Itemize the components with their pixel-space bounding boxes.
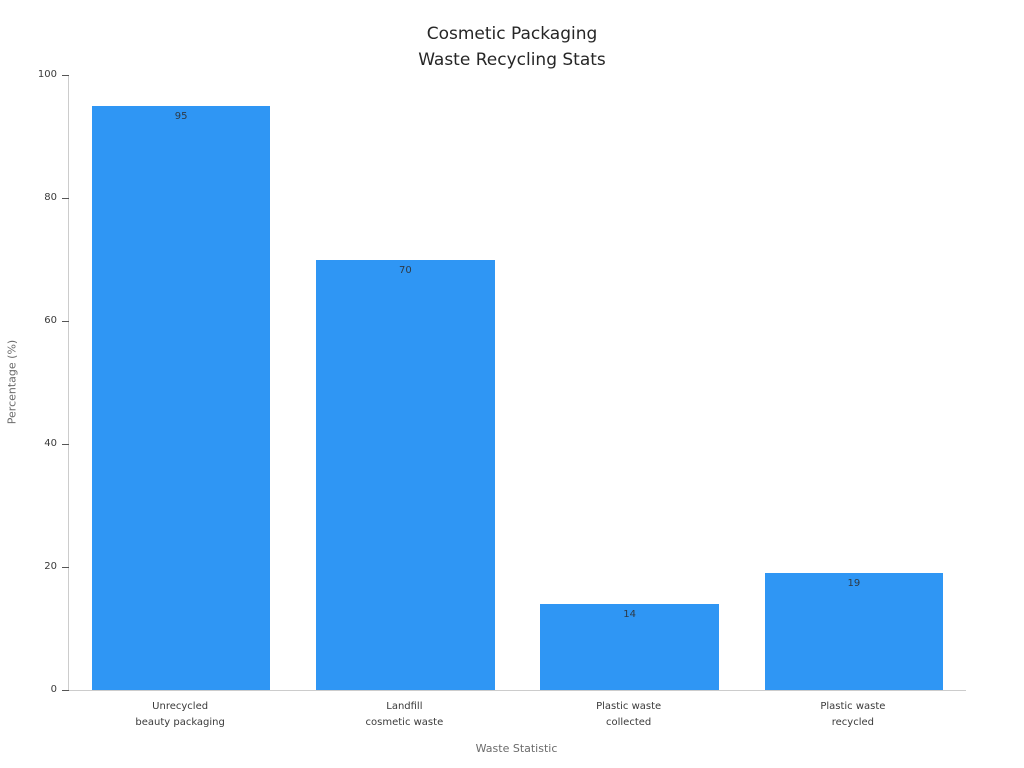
- y-axis-label: Percentage (%): [5, 339, 19, 425]
- y-tick-mark: [62, 74, 69, 76]
- y-tick-label: 40: [44, 438, 57, 449]
- x-tick-label: Plastic waste recycled: [820, 701, 886, 728]
- bar-value-label: 95: [174, 110, 188, 122]
- y-tick-mark: [62, 689, 69, 691]
- x-tick-label: Unrecycled beauty packaging: [135, 701, 225, 728]
- x-tick-labels: Unrecycled beauty packaging Landfill cosm…: [68, 699, 965, 739]
- y-tick-mark: [62, 320, 69, 322]
- bar-value-label: 14: [623, 608, 636, 620]
- plot-area: 0 20 40 60 80 100 95 70 14 19: [38, 69, 966, 695]
- y-tick-mark: [62, 566, 69, 568]
- bar-value-label: 19: [847, 578, 861, 590]
- bar-value-label: 70: [399, 264, 412, 276]
- x-tick-label: Plastic waste collected: [596, 701, 662, 728]
- bar: 14: [540, 603, 719, 690]
- y-tick-mark: [62, 197, 69, 199]
- x-tick-label: Landfill cosmetic waste: [365, 701, 444, 728]
- chart-title-line-2: Waste Recycling Stats: [418, 50, 606, 70]
- y-tick-label: 80: [44, 192, 57, 203]
- chart-title-line-1: Cosmetic Packaging: [426, 24, 598, 44]
- x-axis-label: Waste Statistic: [475, 742, 558, 755]
- y-tick-mark: [62, 443, 69, 445]
- bar: 95: [91, 105, 271, 690]
- chart-title: Cosmetic Packaging Waste Recycling Stats: [0, 21, 1024, 73]
- y-tick-label: 60: [44, 315, 57, 326]
- y-tick-label: 20: [44, 561, 57, 572]
- bar: 19: [764, 573, 943, 690]
- bar: 70: [316, 259, 495, 690]
- y-tick-label: 0: [50, 684, 57, 695]
- y-tick-label: 100: [37, 69, 57, 80]
